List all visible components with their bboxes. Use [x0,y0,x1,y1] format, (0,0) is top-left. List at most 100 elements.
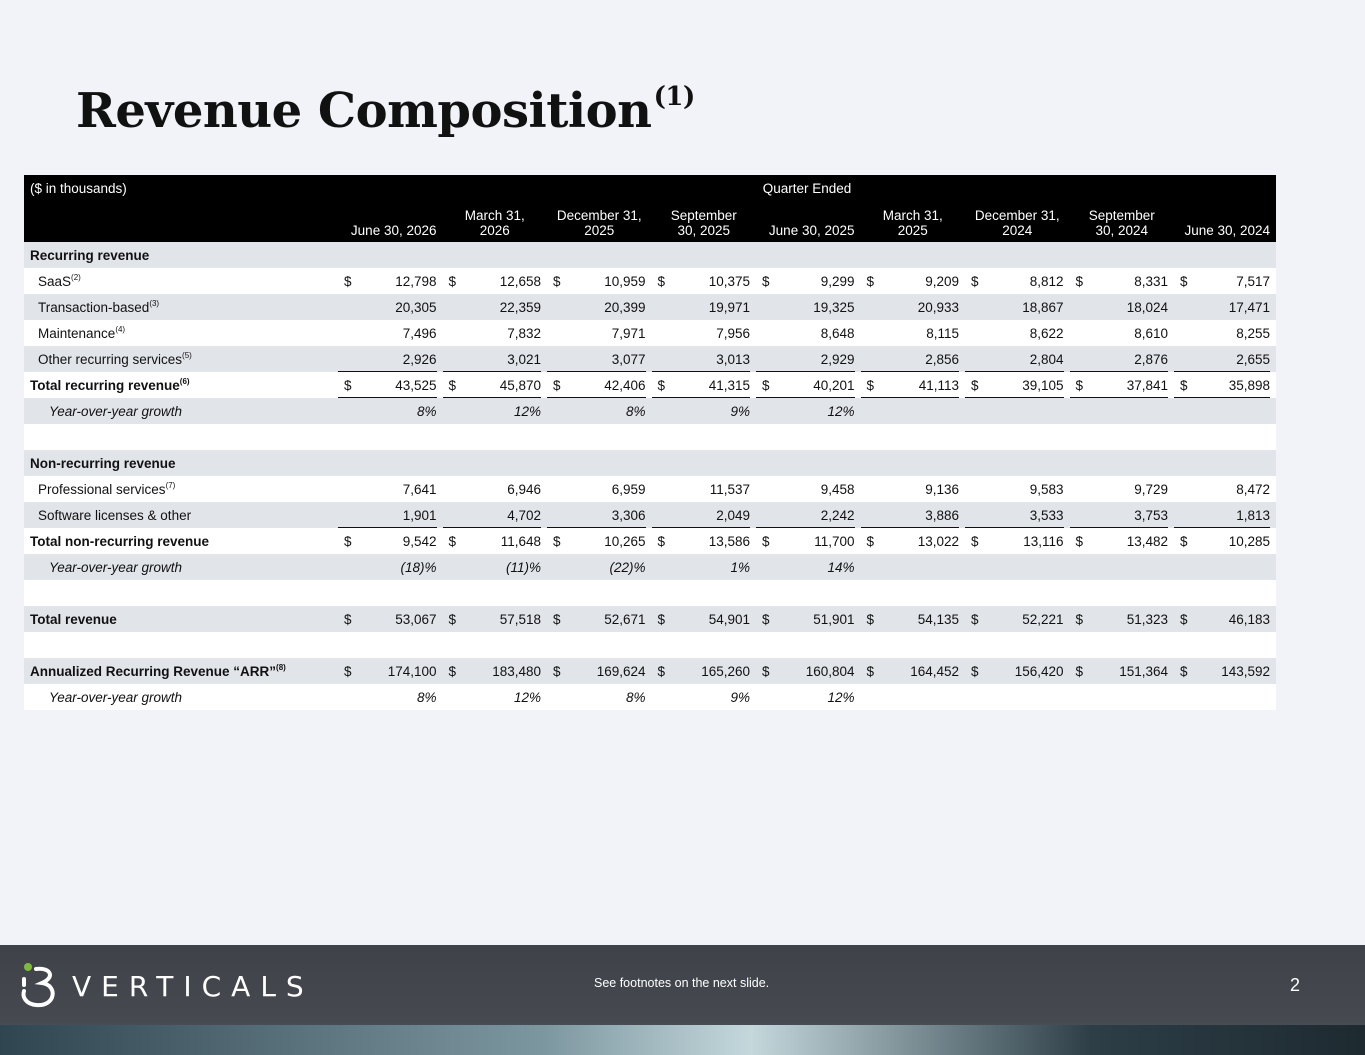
table-cell: $156,420 [965,658,1070,684]
cell-value: 12,798 [395,273,437,289]
footer: VERTICALS See footnotes on the next slid… [0,945,1365,1055]
table-cell: $41,113 [860,372,965,398]
cell-value: 9,299 [820,273,855,289]
cell-value: 10,959 [604,273,646,289]
column-header-line: September [670,208,737,223]
cell-value: 8,610 [1134,325,1168,341]
spacer-row [24,632,1277,658]
table-cell: 1,813 [1174,502,1277,528]
table-cell: $51,901 [756,606,861,632]
column-header: March 31, 2026 [442,201,547,242]
table-cell: 2,926 [338,346,443,372]
column-header: December 31, 2024 [965,201,1070,242]
cell-value: 3,886 [925,507,959,523]
cell-value: 13,482 [1126,533,1168,549]
cell-value: 7,641 [402,481,437,497]
cell-value: 20,933 [917,299,959,315]
company-logo: VERTICALS [20,961,314,1011]
column-header: September 30, 2025 [651,201,756,242]
cell-value: 13,022 [917,533,959,549]
cell-value: 6,959 [611,481,646,497]
cell-value: 169,624 [596,663,646,679]
cell-value: 43,525 [395,377,437,393]
table-cell: $13,482 [1069,528,1174,554]
cell-value: 2,876 [1134,351,1168,367]
table-cell: 7,971 [547,320,652,346]
table-cell [965,684,1070,710]
table-cell: (11)% [442,554,547,580]
cell-value: 11,537 [709,481,750,497]
spacer-row [24,580,1277,606]
table-cell: $9,299 [756,268,861,294]
table-cell: 18,867 [965,294,1070,320]
table-cell: $7,517 [1174,268,1277,294]
row-label: Recurring revenue [24,242,338,268]
currency-symbol: $ [448,533,457,549]
currency-symbol: $ [553,533,561,549]
table-cell: 8,610 [1069,320,1174,346]
table-cell: $9,209 [860,268,965,294]
cell-value: 4,702 [507,507,541,523]
currency-symbol: $ [553,273,561,289]
logo-mark-icon [21,963,55,1008]
currency-symbol: $ [657,377,666,393]
section-fill [338,450,1277,476]
cell-value: 7,956 [716,325,750,341]
table-row: Total recurring revenue(6) $43,525 $45,870… [24,372,1277,398]
table-cell: 3,013 [651,346,756,372]
logo-wordmark: VERTICALS [72,969,314,1003]
table-cell: 11,537 [651,476,756,502]
table-cell: 2,049 [651,502,756,528]
currency-symbol: $ [1075,533,1084,549]
currency-symbol: $ [866,663,875,679]
row-label-text: Other recurring services [38,352,183,367]
table-header-row: June 30, 2026 March 31, 2026 December 31, 20… [24,201,1277,242]
table-cell: $164,452 [860,658,965,684]
table-cell: 8,255 [1174,320,1277,346]
table-cell: $39,105 [965,372,1070,398]
column-header: June 30, 2025 [756,201,861,242]
page-number: 2 [1290,975,1301,995]
table-cell: 9,729 [1069,476,1174,502]
cell-value: 9,209 [925,273,959,289]
currency-symbol: $ [1180,611,1188,627]
table-cell: 9,458 [756,476,861,502]
row-label: Year-over-year growth [24,398,338,424]
table-cell: 6,959 [547,476,652,502]
row-label-text: Professional services [38,482,166,497]
cell-value: 22,359 [499,299,541,315]
table-cell [860,684,965,710]
table-cell: 3,753 [1069,502,1174,528]
cell-value: 12,658 [499,273,541,289]
table-row: Annualized Recurring Revenue “ARR”(8) $17… [24,658,1277,684]
cell-value: 1,901 [402,507,437,523]
cell-value: 164,452 [910,663,959,679]
table-cell: 12% [442,684,547,710]
currency-symbol: $ [657,273,666,289]
cell-value: 13,116 [1023,533,1064,549]
cell-value: 8,255 [1236,325,1271,341]
currency-symbol: $ [762,533,770,549]
table-cell: $45,870 [442,372,547,398]
table-row: Year-over-year growth 8% 12% 8% 9% 12% [24,684,1277,710]
table-cell: 2,876 [1069,346,1174,372]
cell-value: 39,105 [1022,377,1064,393]
table-cell: $13,586 [651,528,756,554]
table-cell [1174,684,1277,710]
cell-value: 17,471 [1228,299,1271,315]
cell-value: 52,671 [604,611,646,627]
cell-value: 3,013 [716,351,750,367]
cell-value: 165,260 [701,663,750,679]
cell-value: 2,655 [1236,351,1271,367]
currency-symbol: $ [1180,663,1188,679]
cell-value: 53,067 [395,611,437,627]
row-label-text: Software licenses & other [38,507,192,523]
table-cell: $8,331 [1069,268,1174,294]
column-header-line: 30, 2025 [677,223,731,238]
footnote-reference: See footnotes on the next slide. [594,976,770,990]
cell-value: 151,364 [1119,663,1168,679]
row-label: Non-recurring revenue [24,450,338,476]
table-cell: $10,285 [1174,528,1277,554]
column-header-line: 2025 [897,223,928,238]
currency-symbol: $ [866,377,875,393]
